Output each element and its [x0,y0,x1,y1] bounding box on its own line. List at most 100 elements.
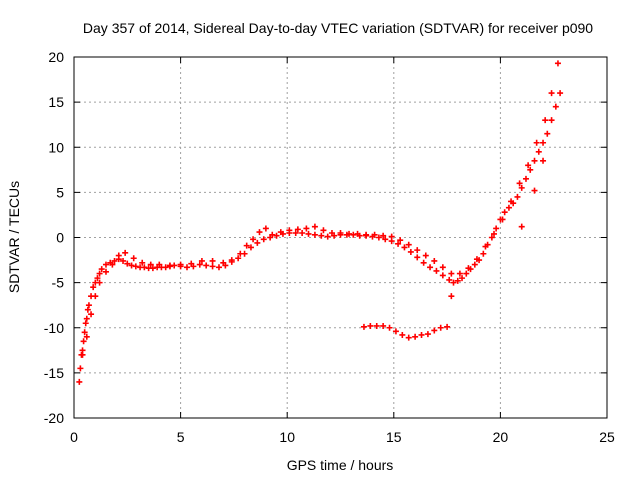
data-point [450,279,457,286]
data-point [220,259,227,266]
x-tick-label: 15 [386,429,402,445]
data-point [85,302,92,309]
data-point [488,234,495,241]
data-point [109,261,116,268]
data-point [548,117,555,124]
data-point [422,252,429,259]
data-point [209,263,216,270]
data-point [94,275,101,282]
data-point [542,117,549,124]
data-point [269,231,276,238]
data-point [414,247,421,254]
data-point [102,261,109,268]
data-point [80,338,87,345]
data-point [448,270,455,277]
data-point [431,257,438,264]
data-point [535,148,542,155]
data-point [250,236,257,243]
data-point [493,225,500,232]
y-axis-label: SDTVAR / TECUs [6,181,22,293]
data-point [209,257,216,264]
data-point [98,266,105,273]
data-point [465,265,472,272]
axis-ticks [73,56,608,419]
data-point [392,328,399,335]
data-point [533,139,540,146]
data-point [262,225,269,232]
data-point [350,231,357,238]
data-point [412,333,419,340]
data-point [132,263,139,270]
series-upper-branch [79,60,561,358]
data-point [162,264,169,271]
data-point [311,231,318,238]
data-point [540,157,547,164]
y-tick-label: 0 [56,230,64,246]
data-point [96,279,103,286]
data-point [516,180,523,187]
chart-title: Day 357 of 2014, Sidereal Day-to-day VTE… [83,20,593,36]
data-point [437,324,444,331]
data-point [380,322,387,329]
data-point [552,103,559,110]
data-point [141,264,148,271]
data-point [128,262,135,269]
data-point [188,260,195,267]
data-point [544,130,551,137]
data-point [247,244,254,251]
data-point [115,252,122,259]
data-point [273,232,280,239]
data-point [324,233,331,240]
data-point [531,157,538,164]
data-point [382,236,389,243]
data-point [448,293,455,300]
data-point [388,233,395,240]
data-point [318,232,325,239]
data-point [77,365,84,372]
data-point [446,276,453,283]
data-point [299,229,306,236]
y-tick-label: -15 [44,365,64,381]
data-point [84,306,91,313]
data-point [328,229,335,236]
data-point [401,244,408,251]
data-point [294,226,301,233]
data-point [386,324,393,331]
data-point [198,257,205,264]
data-point [405,241,412,248]
series-outliers [448,157,547,300]
data-point [456,270,463,277]
data-point [277,229,284,236]
data-point [81,329,88,336]
data-point [463,270,470,277]
y-tick-label: -20 [44,410,64,426]
data-point [399,331,406,338]
y-tick-label: 15 [48,94,64,110]
data-point [375,234,382,241]
data-point [473,256,480,263]
data-point [215,264,222,271]
data-point [420,259,427,266]
y-tick-label: -5 [52,275,65,291]
data-point [531,187,538,194]
data-point [554,60,561,67]
data-point [149,265,156,272]
data-point [508,198,515,205]
data-point [166,262,173,269]
data-point [305,230,312,237]
data-point [303,225,310,232]
x-tick-label: 5 [177,429,185,445]
data-point [444,323,451,330]
data-point [122,249,129,256]
data-point [414,254,421,261]
data-point [79,351,86,358]
data-point [196,261,203,268]
x-tick-label: 25 [599,429,615,445]
data-point [367,322,374,329]
data-point [439,264,446,271]
data-point [501,209,508,216]
data-point [371,231,378,238]
data-point [92,293,99,300]
data-point [505,204,512,211]
